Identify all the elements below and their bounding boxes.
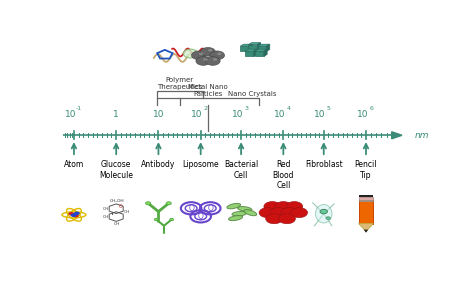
Text: OH: OH: [123, 210, 129, 214]
FancyArrow shape: [392, 132, 402, 139]
Polygon shape: [359, 200, 374, 224]
Text: -1: -1: [76, 106, 82, 111]
Polygon shape: [364, 230, 368, 233]
Polygon shape: [249, 44, 253, 52]
Polygon shape: [258, 46, 266, 52]
Circle shape: [210, 51, 225, 60]
Polygon shape: [240, 44, 253, 46]
Polygon shape: [359, 224, 374, 231]
Circle shape: [213, 58, 217, 61]
Polygon shape: [266, 44, 270, 52]
Text: 10: 10: [153, 110, 164, 119]
Text: 4: 4: [286, 106, 291, 111]
Circle shape: [203, 58, 208, 61]
Circle shape: [279, 214, 295, 224]
Circle shape: [281, 208, 298, 218]
Circle shape: [170, 218, 173, 221]
Circle shape: [166, 202, 171, 205]
Polygon shape: [264, 49, 267, 56]
Bar: [359, 196, 374, 200]
Text: Bacterial
Cell: Bacterial Cell: [224, 160, 258, 180]
Text: Metal Nano
Particles: Metal Nano Particles: [188, 84, 228, 97]
Polygon shape: [248, 43, 261, 45]
Bar: [359, 200, 374, 201]
Text: CH₂OH: CH₂OH: [110, 199, 125, 203]
Circle shape: [196, 57, 210, 65]
Text: Nano Crystals: Nano Crystals: [228, 91, 276, 97]
Circle shape: [183, 49, 198, 58]
Text: O: O: [198, 212, 204, 221]
Polygon shape: [359, 195, 374, 196]
Text: Atom: Atom: [64, 160, 84, 169]
Polygon shape: [255, 49, 267, 51]
Circle shape: [259, 208, 276, 218]
Circle shape: [155, 218, 158, 221]
Ellipse shape: [316, 205, 332, 223]
Circle shape: [320, 209, 328, 214]
Circle shape: [201, 48, 215, 56]
Polygon shape: [245, 51, 254, 56]
Circle shape: [205, 57, 220, 65]
Ellipse shape: [237, 207, 252, 211]
Ellipse shape: [244, 210, 256, 216]
Circle shape: [68, 212, 74, 215]
Circle shape: [286, 201, 303, 212]
Text: O: O: [207, 204, 213, 213]
Text: Liposome: Liposome: [182, 160, 219, 169]
Text: O: O: [118, 204, 122, 209]
Text: Pencil
Tip: Pencil Tip: [355, 160, 377, 180]
Text: Polymer
Therapeutics: Polymer Therapeutics: [157, 77, 202, 90]
Text: 10: 10: [191, 110, 203, 119]
Text: 3: 3: [244, 106, 248, 111]
Ellipse shape: [227, 203, 241, 209]
Polygon shape: [254, 49, 257, 56]
Text: OH: OH: [114, 222, 120, 226]
Ellipse shape: [228, 216, 243, 221]
Circle shape: [326, 217, 330, 219]
Text: 2: 2: [204, 106, 208, 111]
Circle shape: [266, 214, 283, 224]
Circle shape: [275, 201, 292, 212]
Circle shape: [199, 52, 203, 55]
Polygon shape: [245, 49, 257, 51]
Text: nm: nm: [415, 131, 429, 140]
Circle shape: [291, 208, 308, 218]
Circle shape: [73, 214, 79, 217]
Text: 10: 10: [232, 110, 243, 119]
Text: OH: OH: [103, 215, 109, 218]
Circle shape: [264, 201, 281, 212]
Text: Antibody: Antibody: [141, 160, 176, 169]
Text: 10: 10: [64, 110, 76, 119]
Polygon shape: [257, 43, 261, 50]
Ellipse shape: [232, 211, 246, 216]
Circle shape: [208, 49, 212, 52]
Text: O: O: [188, 204, 194, 213]
Circle shape: [270, 208, 287, 218]
Polygon shape: [255, 51, 264, 56]
Text: 6: 6: [369, 106, 373, 111]
Text: Red
Blood
Cell: Red Blood Cell: [273, 160, 294, 190]
Polygon shape: [240, 46, 249, 52]
Text: Fibroblast: Fibroblast: [305, 160, 343, 169]
Text: 1: 1: [113, 110, 119, 119]
Text: 10: 10: [274, 110, 285, 119]
Text: 10: 10: [314, 110, 326, 119]
Circle shape: [71, 213, 76, 217]
Text: 5: 5: [327, 106, 331, 111]
Circle shape: [74, 212, 80, 215]
Text: OH: OH: [103, 207, 109, 211]
Text: 10: 10: [356, 110, 368, 119]
Circle shape: [217, 52, 222, 55]
Polygon shape: [258, 44, 270, 46]
Text: Glucose
Molecule: Glucose Molecule: [99, 160, 133, 180]
Polygon shape: [248, 45, 257, 50]
Circle shape: [191, 51, 206, 60]
Circle shape: [146, 202, 151, 205]
